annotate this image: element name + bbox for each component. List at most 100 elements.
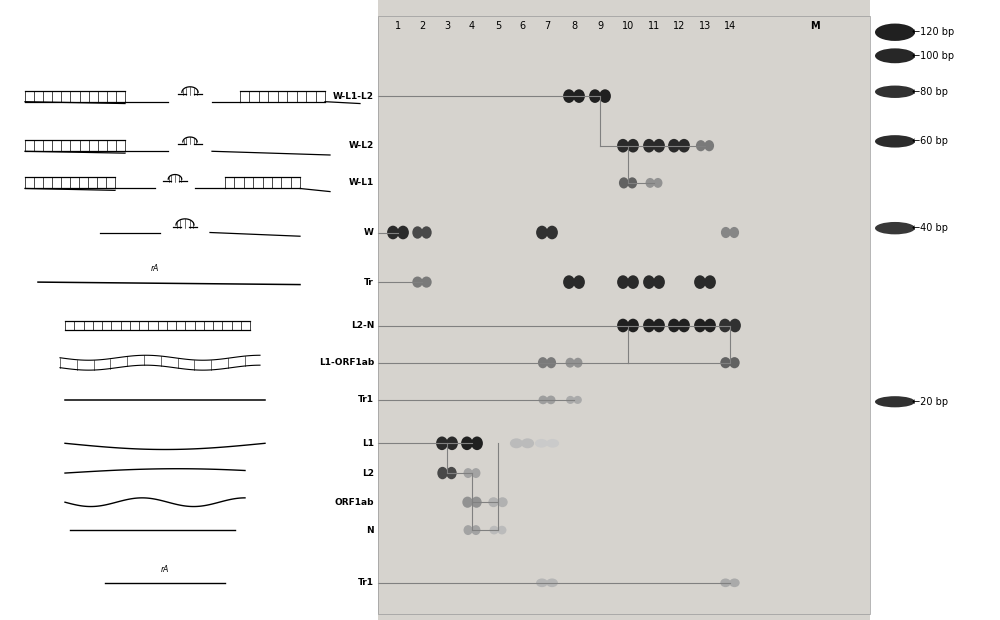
Ellipse shape <box>546 439 559 448</box>
Ellipse shape <box>535 439 548 448</box>
Ellipse shape <box>538 357 548 368</box>
Ellipse shape <box>729 357 740 368</box>
Ellipse shape <box>875 135 915 148</box>
Text: 2: 2 <box>419 21 425 31</box>
Text: Tr1: Tr1 <box>358 396 374 404</box>
Ellipse shape <box>546 357 556 368</box>
Text: 9: 9 <box>597 21 603 31</box>
Ellipse shape <box>446 436 458 450</box>
Ellipse shape <box>704 275 716 289</box>
Ellipse shape <box>421 226 432 239</box>
Ellipse shape <box>875 24 915 41</box>
Ellipse shape <box>471 436 483 450</box>
Ellipse shape <box>546 226 558 239</box>
Text: Tr: Tr <box>364 278 374 286</box>
Ellipse shape <box>653 275 665 289</box>
Ellipse shape <box>536 226 548 239</box>
Ellipse shape <box>412 277 423 288</box>
Ellipse shape <box>646 178 655 188</box>
Text: ←80 bp: ←80 bp <box>912 87 948 97</box>
Ellipse shape <box>729 578 740 587</box>
Ellipse shape <box>704 140 714 151</box>
Ellipse shape <box>546 578 558 587</box>
Ellipse shape <box>875 222 915 234</box>
Ellipse shape <box>875 396 915 407</box>
Ellipse shape <box>461 436 473 450</box>
Ellipse shape <box>619 177 629 188</box>
Ellipse shape <box>387 226 399 239</box>
Ellipse shape <box>437 467 448 479</box>
Text: N: N <box>366 526 374 534</box>
Ellipse shape <box>704 319 716 332</box>
Text: ORF1ab: ORF1ab <box>334 498 374 507</box>
Bar <box>378 16 870 614</box>
Text: 1: 1 <box>395 21 401 31</box>
Ellipse shape <box>668 319 680 332</box>
Text: W-L1: W-L1 <box>349 179 374 187</box>
Ellipse shape <box>497 497 508 507</box>
Ellipse shape <box>446 467 457 479</box>
Ellipse shape <box>464 525 473 535</box>
Text: 14: 14 <box>724 21 736 31</box>
Ellipse shape <box>462 497 473 508</box>
Ellipse shape <box>627 319 639 332</box>
Ellipse shape <box>536 578 548 587</box>
Text: W-L1-L2: W-L1-L2 <box>333 92 374 100</box>
Ellipse shape <box>617 275 629 289</box>
Ellipse shape <box>573 275 585 289</box>
Ellipse shape <box>573 396 582 404</box>
Text: L2-N: L2-N <box>351 321 374 330</box>
Ellipse shape <box>566 396 575 404</box>
Text: 12: 12 <box>673 21 685 31</box>
Ellipse shape <box>617 139 629 153</box>
Ellipse shape <box>653 319 665 332</box>
Ellipse shape <box>719 319 731 332</box>
Ellipse shape <box>696 140 706 151</box>
Ellipse shape <box>875 86 915 98</box>
Ellipse shape <box>589 89 601 103</box>
Ellipse shape <box>497 526 506 534</box>
Ellipse shape <box>546 396 555 404</box>
Ellipse shape <box>617 319 629 332</box>
Ellipse shape <box>627 275 639 289</box>
Ellipse shape <box>694 319 706 332</box>
Text: W-L2: W-L2 <box>349 141 374 150</box>
Ellipse shape <box>653 139 665 153</box>
Text: rA: rA <box>151 264 159 273</box>
Bar <box>870 0 1000 620</box>
Ellipse shape <box>573 358 582 368</box>
Text: 8: 8 <box>571 21 577 31</box>
Ellipse shape <box>563 89 575 103</box>
Ellipse shape <box>678 319 690 332</box>
Text: ←20 bp: ←20 bp <box>912 397 948 407</box>
Ellipse shape <box>471 468 480 478</box>
Ellipse shape <box>720 578 731 587</box>
Ellipse shape <box>668 139 680 153</box>
Ellipse shape <box>721 227 731 238</box>
Ellipse shape <box>573 89 585 103</box>
Text: 5: 5 <box>495 21 501 31</box>
Ellipse shape <box>539 396 548 404</box>
Text: ←120 bp: ←120 bp <box>912 27 954 37</box>
Ellipse shape <box>694 275 706 289</box>
Ellipse shape <box>412 226 423 239</box>
Ellipse shape <box>653 178 662 188</box>
Text: L2: L2 <box>362 469 374 477</box>
Text: 13: 13 <box>699 21 711 31</box>
Ellipse shape <box>521 438 534 448</box>
Ellipse shape <box>397 226 409 239</box>
Text: Tr1: Tr1 <box>358 578 374 587</box>
Ellipse shape <box>627 177 637 188</box>
Ellipse shape <box>678 139 690 153</box>
Bar <box>378 0 870 620</box>
Text: ←40 bp: ←40 bp <box>912 223 948 233</box>
Text: 6: 6 <box>519 21 525 31</box>
Text: M: M <box>810 21 820 31</box>
Ellipse shape <box>566 358 575 368</box>
Ellipse shape <box>643 139 655 153</box>
Ellipse shape <box>627 139 639 153</box>
Ellipse shape <box>643 319 655 332</box>
Ellipse shape <box>563 275 575 289</box>
Text: 10: 10 <box>622 21 634 31</box>
Text: L1: L1 <box>362 439 374 448</box>
